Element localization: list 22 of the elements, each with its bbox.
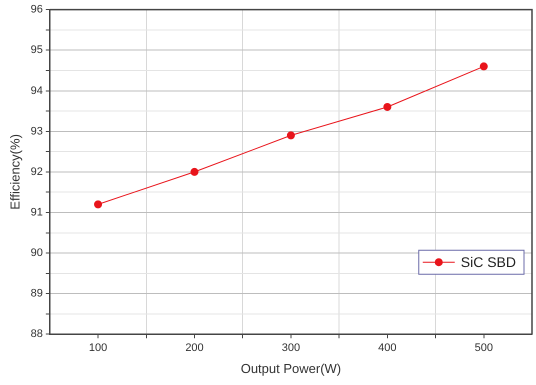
y-axis-title: Efficiency(%) <box>7 134 22 210</box>
y-tick-label: 88 <box>30 328 43 340</box>
x-axis-title: Output Power(W) <box>240 360 342 376</box>
x-tick-label: 300 <box>282 342 300 354</box>
x-tick-label: 100 <box>88 342 108 354</box>
y-tick-label: 92 <box>30 166 43 178</box>
point <box>190 168 198 176</box>
point <box>480 62 488 70</box>
point <box>94 200 102 208</box>
y-tick-label: 94 <box>30 84 43 97</box>
y-tick-label: 96 <box>30 4 43 16</box>
y-tick-label: 89 <box>30 288 43 300</box>
legend-label: SiC SBD <box>460 254 516 270</box>
point <box>286 131 295 140</box>
x-tick-label: 500 <box>474 342 493 354</box>
point <box>383 102 392 111</box>
y-tick-label: 95 <box>30 44 43 56</box>
y-tick-label: 91 <box>30 206 43 219</box>
y-tick-label: 90 <box>30 247 43 260</box>
y-tick-label: 93 <box>30 125 43 138</box>
x-tick-label: 400 <box>378 342 397 354</box>
x-tick-label: 200 <box>185 342 204 354</box>
